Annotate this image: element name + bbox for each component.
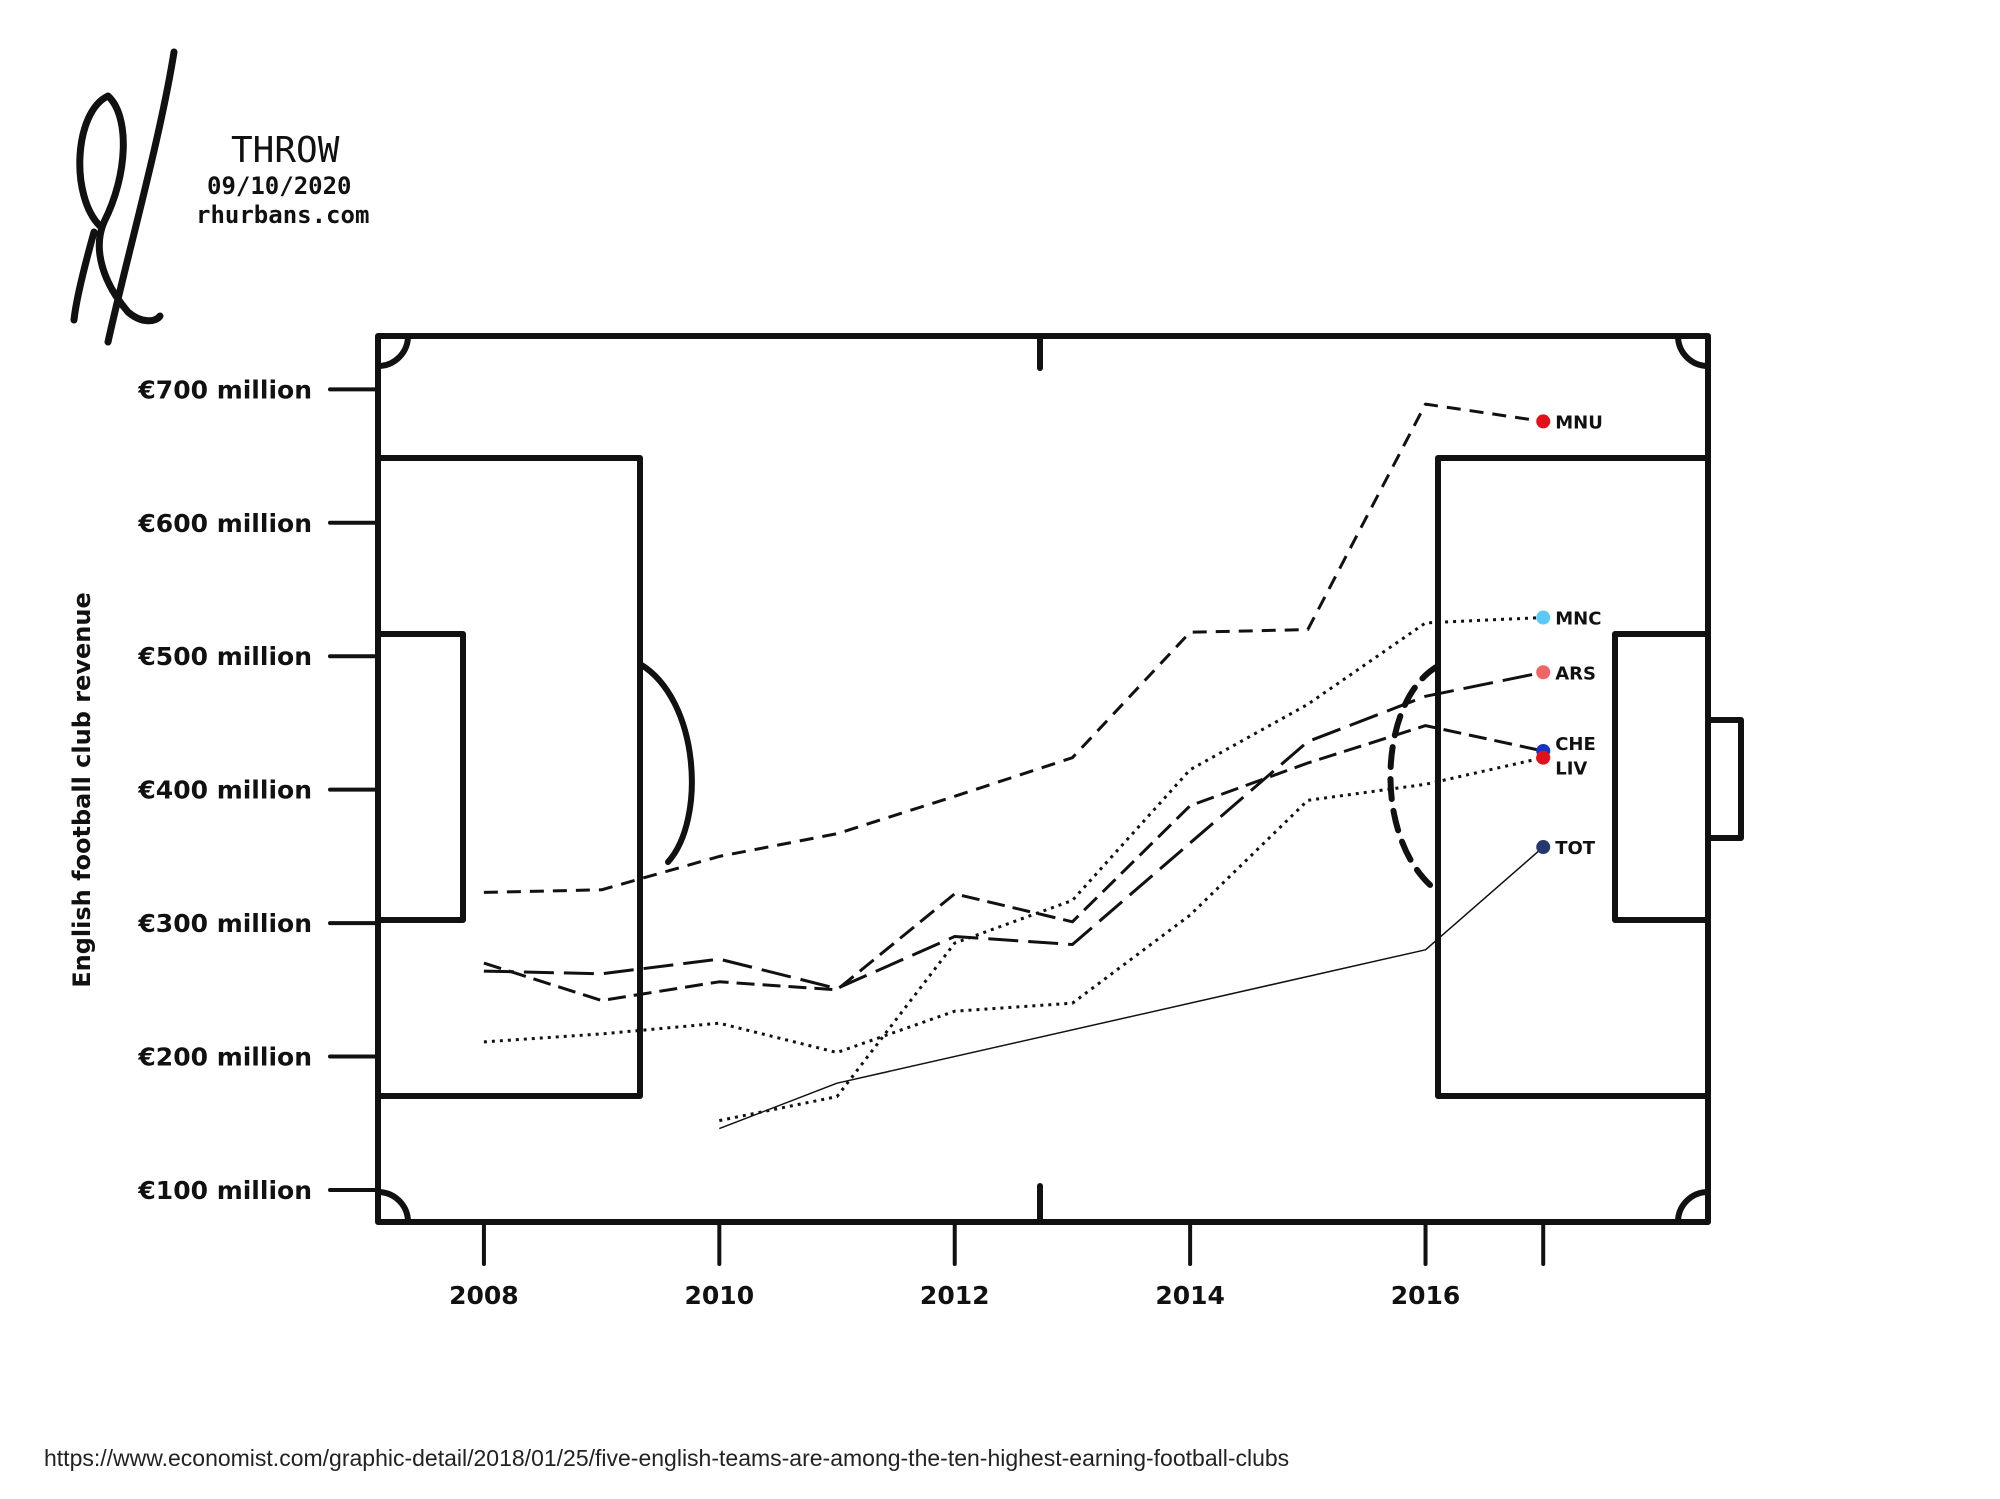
series-end-label-mnc: MNC xyxy=(1555,609,1601,630)
series-end-marker-tot xyxy=(1536,840,1551,855)
series-line-mnu xyxy=(483,402,1544,894)
series-end-label-mnu: MNU xyxy=(1555,412,1603,433)
signature-name: THROW xyxy=(231,130,340,171)
y-tick-label: €200 million xyxy=(137,1043,312,1072)
series-end-label-ars: ARS xyxy=(1555,663,1596,684)
series-end-marker-mnc xyxy=(1536,610,1551,625)
y-tick-label: €700 million xyxy=(137,375,312,404)
y-tick-label: €300 million xyxy=(137,909,312,938)
y-tick-label: €400 million xyxy=(137,776,312,805)
series-layer: MNU MNC ARS CHE LIV TOT xyxy=(483,402,1603,1130)
series-line-liv xyxy=(483,756,1544,1054)
x-tick-label: 2012 xyxy=(920,1281,990,1310)
series-end-marker-liv xyxy=(1536,750,1551,765)
x-tick-label: 2010 xyxy=(685,1281,755,1310)
left-penalty-arc xyxy=(637,661,695,865)
series-end-label-tot: TOT xyxy=(1555,838,1596,859)
x-axis: 2008 2010 2012 2014 2016 xyxy=(449,1220,1546,1310)
y-axis: €100 million €200 million €300 million €400… xyxy=(137,375,380,1205)
series-line-ars xyxy=(483,670,1544,990)
series-line-che xyxy=(483,724,1544,1002)
pitch-outline xyxy=(375,333,1711,1225)
x-tick-label: 2016 xyxy=(1391,1281,1461,1310)
source-url: https://www.economist.com/graphic-detail… xyxy=(44,1445,1289,1471)
series-end-label-che: CHE xyxy=(1555,734,1596,755)
football-pitch xyxy=(375,333,1744,1225)
left-six-yard-box xyxy=(375,631,466,923)
corner-arc-top-right xyxy=(1675,333,1711,369)
signature-site: rhurbans.com xyxy=(196,201,369,229)
y-axis-title: English football club revenue xyxy=(68,592,96,987)
series-end-marker-mnu xyxy=(1536,414,1551,429)
series-end-marker-ars xyxy=(1536,665,1551,680)
series-end-label-liv: LIV xyxy=(1555,759,1587,780)
x-tick-label: 2014 xyxy=(1155,1281,1225,1310)
signature-logo xyxy=(70,48,178,346)
right-six-yard-box xyxy=(1612,631,1711,923)
y-tick-label: €600 million xyxy=(137,509,312,538)
right-goal xyxy=(1705,717,1744,841)
y-tick-label: €100 million xyxy=(137,1176,312,1205)
left-penalty-box xyxy=(375,455,643,1099)
signature-date: 09/10/2020 xyxy=(207,172,352,200)
y-tick-label: €500 million xyxy=(137,642,312,671)
corner-arc-top-left xyxy=(375,333,411,369)
series-line-mnc xyxy=(719,616,1544,1123)
corner-arc-bottom-left xyxy=(375,1189,411,1225)
x-tick-label: 2008 xyxy=(449,1281,519,1310)
corner-arc-bottom-right xyxy=(1675,1189,1711,1225)
series-line-tot xyxy=(719,846,1544,1130)
